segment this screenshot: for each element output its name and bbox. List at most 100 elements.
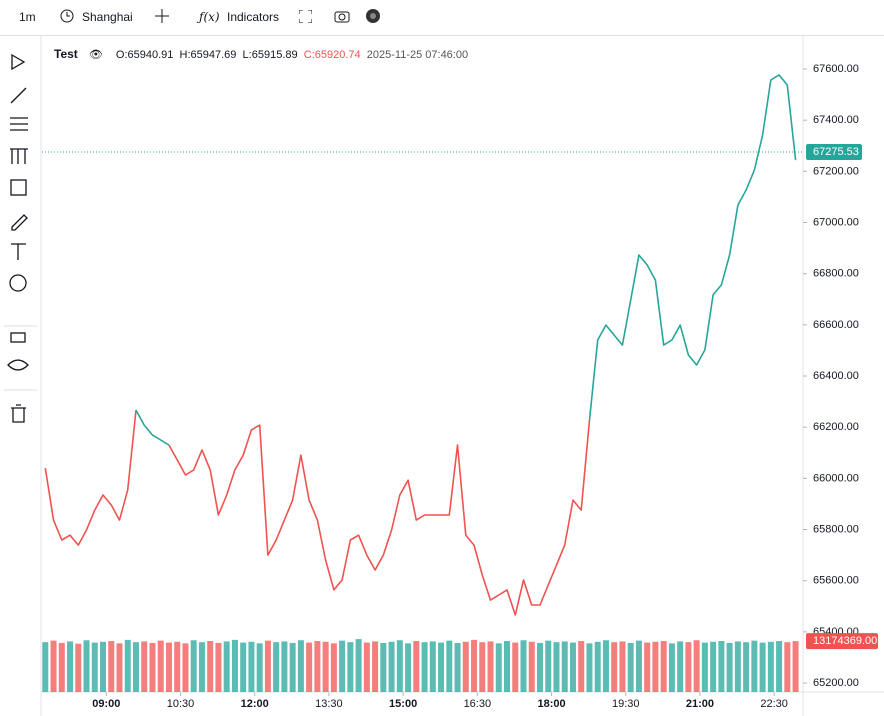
volume-bar <box>660 641 667 692</box>
volume-bar <box>231 639 238 692</box>
volume-bar <box>372 641 379 692</box>
volume-bar <box>553 642 560 692</box>
volume-bar <box>174 641 181 692</box>
volume-bar <box>429 641 436 692</box>
volume-bar <box>767 641 774 692</box>
x-tick-label: 12:00 <box>241 698 269 710</box>
y-tick-label: 66600.00 <box>813 319 859 331</box>
emoji-tool[interactable] <box>9 274 27 292</box>
crosshair-icon[interactable] <box>155 9 169 23</box>
volume-bar <box>487 641 494 692</box>
volume-bar <box>438 642 445 692</box>
volume-bar <box>718 641 725 692</box>
x-tick-label: 16:30 <box>464 698 492 710</box>
camera-icon[interactable] <box>334 9 350 23</box>
low-label: L: <box>242 49 252 61</box>
volume-label: 13174369.00 <box>813 635 877 647</box>
open-label: O: <box>115 49 128 61</box>
y-tick-label: 65800.00 <box>813 523 859 535</box>
volume-bar <box>363 642 370 692</box>
y-tick-label: 65600.00 <box>813 575 859 587</box>
lock-tool[interactable] <box>10 332 26 343</box>
close-value: 65920.74 <box>314 49 361 61</box>
volume-bar <box>627 642 634 692</box>
x-tick-label: 18:00 <box>537 698 565 710</box>
x-tick-label: 22:30 <box>760 698 788 710</box>
volume-bar <box>248 641 255 692</box>
volume-bar <box>314 641 321 692</box>
volume-bar <box>520 640 527 692</box>
volume-bar <box>693 640 700 692</box>
top-toolbar: 1m Shanghai ƒ(x) Indicators <box>0 0 884 36</box>
volume-bar <box>330 643 337 692</box>
volume-bar <box>388 641 395 692</box>
volume-bar <box>157 640 164 692</box>
volume-bar <box>652 641 659 692</box>
volume-bar <box>784 642 791 692</box>
volume-bar <box>569 642 576 692</box>
open-value: 65940.91 <box>127 49 174 61</box>
volume-bar <box>668 643 675 692</box>
volume-bar <box>751 640 758 692</box>
volume-bar <box>594 641 601 692</box>
volume-bar <box>100 641 107 692</box>
volume-bar <box>471 639 478 692</box>
close-label: C: <box>303 49 315 61</box>
fx-icon: ƒ(x) <box>199 10 220 24</box>
trash-tool[interactable] <box>11 404 26 423</box>
volume-bar <box>75 643 82 692</box>
y-tick-label: 67000.00 <box>813 216 859 228</box>
volume-bar <box>726 642 733 692</box>
eye-icon[interactable]: 👁 <box>88 49 103 61</box>
volume-bar <box>149 642 156 692</box>
volume-bar <box>759 642 766 692</box>
volume-bar <box>207 641 214 692</box>
volume-bar <box>743 642 750 692</box>
symbol: Test <box>54 47 78 61</box>
high-value: 65947.69 <box>190 49 237 61</box>
volume-bar <box>256 643 263 692</box>
volume-bar <box>536 642 543 692</box>
y-tick-label: 67200.00 <box>813 165 859 177</box>
y-tick-label: 66000.00 <box>813 472 859 484</box>
volume-bar <box>413 641 420 692</box>
volume-bar <box>141 641 148 692</box>
volume-bar <box>264 640 271 692</box>
volume-bar <box>792 641 799 692</box>
timezone-button[interactable]: Shanghai <box>82 10 133 24</box>
volume-bar <box>685 642 692 692</box>
x-tick-label: 19:30 <box>612 698 640 710</box>
volume-bar <box>190 640 197 692</box>
indicators-button[interactable]: Indicators <box>227 10 280 24</box>
volume-bar <box>50 640 57 692</box>
y-tick-label: 65200.00 <box>813 677 859 689</box>
volume-bar <box>67 641 74 692</box>
volume-bar <box>182 643 189 692</box>
volume-bar <box>528 641 535 692</box>
volume-bar <box>776 641 783 692</box>
volume-bar <box>504 641 511 692</box>
rect-tool[interactable] <box>10 179 27 196</box>
cursor-tool[interactable] <box>11 53 26 71</box>
volume-bar <box>58 642 65 692</box>
volume-bar <box>446 640 453 692</box>
volume-bar <box>479 642 486 692</box>
volume-bar <box>462 641 469 692</box>
brush-tool[interactable] <box>11 214 28 231</box>
volume-bar <box>91 642 98 692</box>
volume-bar <box>108 641 115 692</box>
fib-tool[interactable] <box>10 117 28 131</box>
high-label: H: <box>179 49 191 61</box>
eye-tool[interactable] <box>7 359 29 371</box>
volume-bar <box>602 640 609 692</box>
theme-icon[interactable] <box>366 9 380 23</box>
interval-button[interactable]: 1m <box>19 10 36 24</box>
volume-bar <box>734 641 741 692</box>
datetime: 2025-11-25 07:46:00 <box>366 49 469 61</box>
line-tool[interactable] <box>10 87 27 104</box>
volume-bar <box>677 641 684 692</box>
text-tool[interactable] <box>11 243 26 260</box>
pattern-tool[interactable] <box>10 148 28 164</box>
